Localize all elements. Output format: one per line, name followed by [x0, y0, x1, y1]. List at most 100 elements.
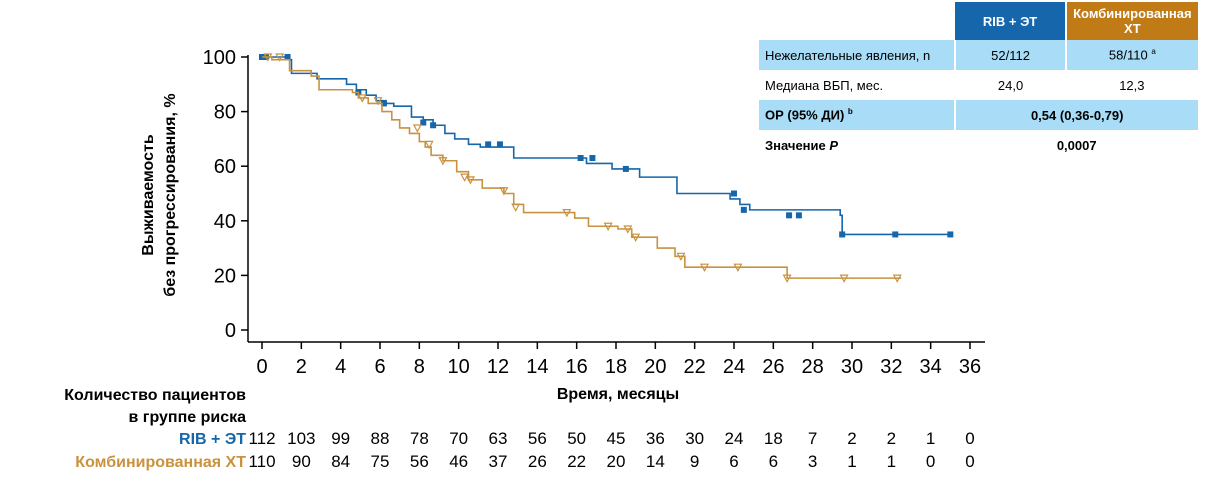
y-tick-label: 60 [214, 156, 236, 178]
risk-count: 6 [729, 452, 738, 471]
median-ct: 12,3 [1119, 77, 1145, 93]
x-tick-label: 2 [296, 356, 307, 378]
risk-count: 22 [567, 452, 586, 471]
censor-mark-ct [499, 187, 509, 196]
ae-rib: 52/112 [954, 40, 1066, 70]
x-tick-label: 22 [684, 356, 706, 378]
censor-mark-rib [380, 100, 387, 107]
censor-mark-rib [731, 190, 737, 197]
x-tick-label: 32 [880, 356, 902, 378]
censor-mark-ct [412, 124, 422, 133]
risk-count: 75 [371, 452, 390, 471]
risk-count: 46 [449, 452, 468, 471]
curve-ct [262, 56, 902, 279]
risk-count: 56 [410, 452, 429, 471]
censor-mark-rib [430, 122, 437, 129]
x-tick-label: 6 [374, 356, 385, 378]
risk-title-line2: в группе риска [129, 409, 247, 426]
y-tick-label: 20 [214, 265, 236, 287]
y-tick-label: 80 [214, 102, 236, 124]
x-tick-label: 30 [841, 356, 863, 378]
table-row-hr: ОР (95% ДИ) b 0,54 (0,36-0,79) [759, 100, 1198, 130]
p-label-text: Значение [765, 137, 826, 153]
x-tick-label: 24 [723, 356, 745, 378]
x-tick-label: 20 [644, 356, 666, 378]
risk-count: 2 [847, 429, 856, 448]
ae-ct: 58/110 a [1064, 40, 1198, 70]
ae-label: Нежелательные явления, n [759, 40, 956, 70]
table-header-row: RIB + ЭТ Комбинированная ХТ [759, 2, 1198, 40]
censor-mark-ct [562, 209, 572, 218]
censor-mark-ct [782, 274, 792, 283]
censor-mark-ct [357, 94, 367, 103]
risk-count: 26 [528, 452, 547, 471]
x-tick-label: 4 [335, 356, 346, 378]
censor-mark-ct [275, 53, 285, 62]
y-tick-label: 40 [214, 211, 236, 233]
p-label: Значение P [759, 130, 955, 160]
risk-count: 6 [769, 452, 778, 471]
censor-mark-rib [740, 206, 747, 213]
median-label: Медиана ВБП, мес. [765, 77, 884, 93]
header-rib: RIB + ЭТ [955, 2, 1066, 40]
censor-mark-rib [284, 54, 291, 60]
censor-mark-ct [603, 222, 613, 232]
censor-mark-rib [786, 212, 793, 219]
risk-table: Количество пациентов в группе риска RIB … [64, 387, 974, 471]
censor-mark-ct [465, 176, 475, 185]
risk-count: 50 [567, 429, 586, 448]
risk-count: 36 [646, 429, 665, 448]
table-row-ae: Нежелательные явления, n 52/112 58/110 a [759, 40, 1198, 70]
censor-mark-ct [373, 97, 383, 106]
hr-footnote: b [847, 107, 853, 117]
censor-mark-ct [631, 233, 641, 242]
x-tick-label: 14 [526, 356, 548, 378]
p-label-italic: P [829, 137, 839, 153]
censor-mark-rib [589, 155, 596, 162]
censor-mark-ct [460, 173, 470, 182]
risk-count: 0 [926, 452, 935, 471]
y-tick-label: 100 [203, 47, 236, 69]
x-tick-label: 26 [762, 356, 784, 378]
risk-count: 45 [607, 429, 626, 448]
survival-curves [259, 53, 954, 283]
y-ticks: 0 20 40 60 80 100 [203, 47, 248, 342]
risk-count: 99 [331, 429, 350, 448]
risk-count: 78 [410, 429, 429, 448]
y-tick-label: 0 [225, 320, 236, 342]
risk-count: 1 [847, 452, 856, 471]
risk-count: 14 [646, 452, 665, 471]
risk-count: 30 [685, 429, 704, 448]
risk-count: 112 [248, 429, 275, 448]
censor-mark-rib [795, 212, 802, 219]
risk-count: 110 [248, 452, 275, 471]
risk-count: 9 [690, 452, 699, 471]
censor-mark-rib [496, 141, 503, 148]
ae-ct-footnote: a [1151, 47, 1156, 57]
censor-mark-ct [676, 252, 686, 262]
x-ticks: 0 2 4 6 8 10 12 14 16 18 20 22 24 26 28 30 32 34 36 [256, 342, 981, 378]
censor-mark-rib [485, 141, 492, 148]
censor-mark-rib [420, 119, 427, 126]
censor-mark-ct [892, 274, 902, 283]
risk-count: 2 [887, 429, 896, 448]
risk-count: 90 [292, 452, 311, 471]
y-axis-label-line2: без прогрессирования, % [162, 93, 179, 296]
risk-count: 7 [808, 429, 817, 448]
censor-mark-ct [424, 140, 434, 150]
x-tick-label: 34 [920, 356, 942, 378]
risk-row-label-ct: Комбинированная ХТ [75, 454, 246, 471]
censor-mark-rib [577, 155, 584, 162]
censor-mark-ct [511, 203, 521, 212]
curve-rib [262, 56, 951, 236]
x-tick-label: 8 [414, 356, 425, 378]
risk-count: 1 [887, 452, 896, 471]
hr-label: ОР (95% ДИ) b [759, 100, 956, 130]
x-tick-label: 28 [802, 356, 824, 378]
x-tick-label: 36 [959, 356, 981, 378]
censor-mark-ct [699, 263, 710, 272]
risk-count: 88 [371, 429, 390, 448]
table-row-p: Значение P 0,0007 [759, 130, 1198, 160]
risk-count: 24 [725, 429, 744, 448]
